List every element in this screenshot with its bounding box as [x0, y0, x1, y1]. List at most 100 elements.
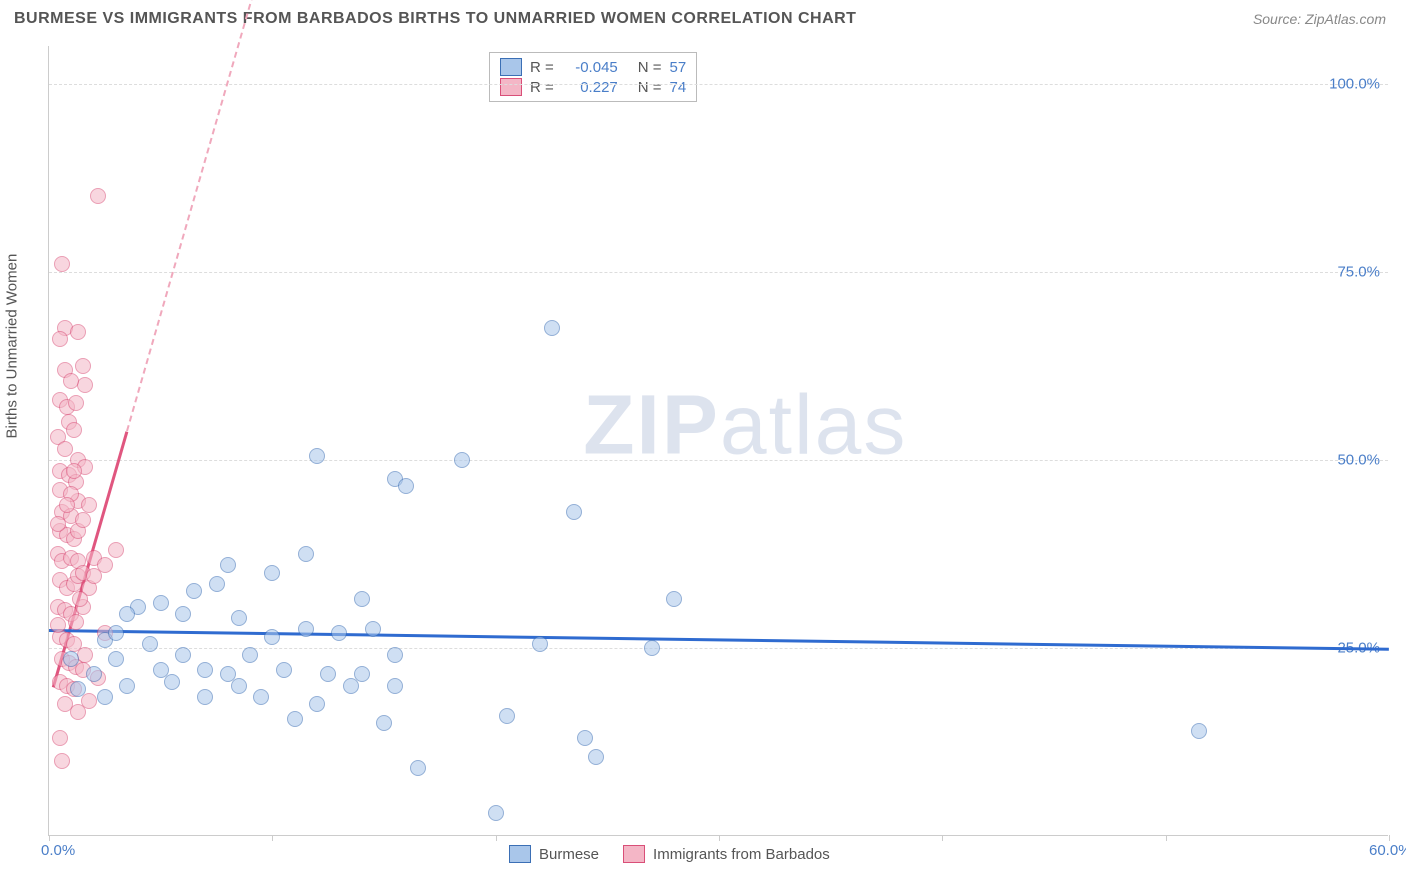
data-point — [220, 557, 236, 573]
data-point — [209, 576, 225, 592]
data-point — [398, 478, 414, 494]
data-point — [119, 678, 135, 694]
data-point — [72, 591, 88, 607]
data-point — [499, 708, 515, 724]
legend-swatch-burmese — [509, 845, 531, 863]
legend-row-barbados: R = 0.227 N = 74 — [500, 77, 686, 97]
data-point — [644, 640, 660, 656]
legend-swatch-burmese — [500, 58, 522, 76]
series-legend: Burmese Immigrants from Barbados — [509, 845, 830, 863]
x-tickmark — [942, 835, 943, 841]
x-tickmark — [1166, 835, 1167, 841]
data-point — [231, 610, 247, 626]
data-point — [566, 504, 582, 520]
data-point — [309, 448, 325, 464]
chart-title: BURMESE VS IMMIGRANTS FROM BARBADOS BIRT… — [14, 10, 856, 28]
gridline — [49, 272, 1388, 273]
legend-item-barbados: Immigrants from Barbados — [623, 845, 830, 863]
gridline — [49, 84, 1388, 85]
x-tickmark — [496, 835, 497, 841]
data-point — [276, 662, 292, 678]
data-point — [231, 678, 247, 694]
data-point — [70, 324, 86, 340]
data-point — [68, 395, 84, 411]
data-point — [488, 805, 504, 821]
x-tickmark — [1389, 835, 1390, 841]
legend-row-burmese: R = -0.045 N = 57 — [500, 57, 686, 77]
data-point — [50, 617, 66, 633]
data-point — [287, 711, 303, 727]
y-tick-label: 100.0% — [1329, 75, 1380, 92]
data-point — [197, 662, 213, 678]
legend-item-burmese: Burmese — [509, 845, 599, 863]
data-point — [343, 678, 359, 694]
data-point — [52, 331, 68, 347]
data-point — [175, 647, 191, 663]
x-tick-label: 0.0% — [41, 842, 75, 859]
legend-swatch-barbados — [500, 78, 522, 96]
data-point — [253, 689, 269, 705]
data-point — [75, 512, 91, 528]
data-point — [588, 749, 604, 765]
trendline — [126, 0, 284, 431]
data-point — [70, 681, 86, 697]
y-axis-label: Births to Unmarried Women — [4, 254, 21, 439]
data-point — [68, 614, 84, 630]
data-point — [320, 666, 336, 682]
x-tickmark — [49, 835, 50, 841]
data-point — [66, 422, 82, 438]
data-point — [86, 666, 102, 682]
data-point — [309, 696, 325, 712]
data-point — [1191, 723, 1207, 739]
y-tick-label: 75.0% — [1337, 263, 1380, 280]
data-point — [544, 320, 560, 336]
data-point — [410, 760, 426, 776]
data-point — [298, 621, 314, 637]
data-point — [54, 256, 70, 272]
data-point — [75, 358, 91, 374]
data-point — [264, 565, 280, 581]
data-point — [532, 636, 548, 652]
data-point — [50, 516, 66, 532]
source-attribution: Source: ZipAtlas.com — [1253, 11, 1386, 27]
y-tick-label: 50.0% — [1337, 451, 1380, 468]
data-point — [175, 606, 191, 622]
data-point — [108, 625, 124, 641]
data-point — [81, 497, 97, 513]
data-point — [63, 373, 79, 389]
data-point — [242, 647, 258, 663]
data-point — [108, 542, 124, 558]
data-point — [331, 625, 347, 641]
data-point — [97, 557, 113, 573]
data-point — [119, 606, 135, 622]
legend-swatch-barbados — [623, 845, 645, 863]
data-point — [387, 647, 403, 663]
data-point — [66, 463, 82, 479]
scatter-chart: ZIPatlas R = -0.045 N = 57 R = 0.227 N =… — [48, 46, 1388, 836]
data-point — [153, 595, 169, 611]
data-point — [264, 629, 280, 645]
data-point — [97, 689, 113, 705]
watermark: ZIPatlas — [583, 376, 907, 473]
data-point — [54, 753, 70, 769]
data-point — [298, 546, 314, 562]
data-point — [108, 651, 124, 667]
data-point — [376, 715, 392, 731]
data-point — [365, 621, 381, 637]
data-point — [186, 583, 202, 599]
x-tickmark — [272, 835, 273, 841]
data-point — [59, 497, 75, 513]
data-point — [666, 591, 682, 607]
x-tickmark — [719, 835, 720, 841]
chart-header: BURMESE VS IMMIGRANTS FROM BARBADOS BIRT… — [0, 0, 1406, 34]
data-point — [63, 651, 79, 667]
data-point — [577, 730, 593, 746]
gridline — [49, 460, 1388, 461]
data-point — [164, 674, 180, 690]
x-tick-label: 60.0% — [1369, 842, 1406, 859]
data-point — [57, 441, 73, 457]
data-point — [90, 188, 106, 204]
correlation-legend: R = -0.045 N = 57 R = 0.227 N = 74 — [489, 52, 697, 102]
data-point — [454, 452, 470, 468]
data-point — [387, 678, 403, 694]
